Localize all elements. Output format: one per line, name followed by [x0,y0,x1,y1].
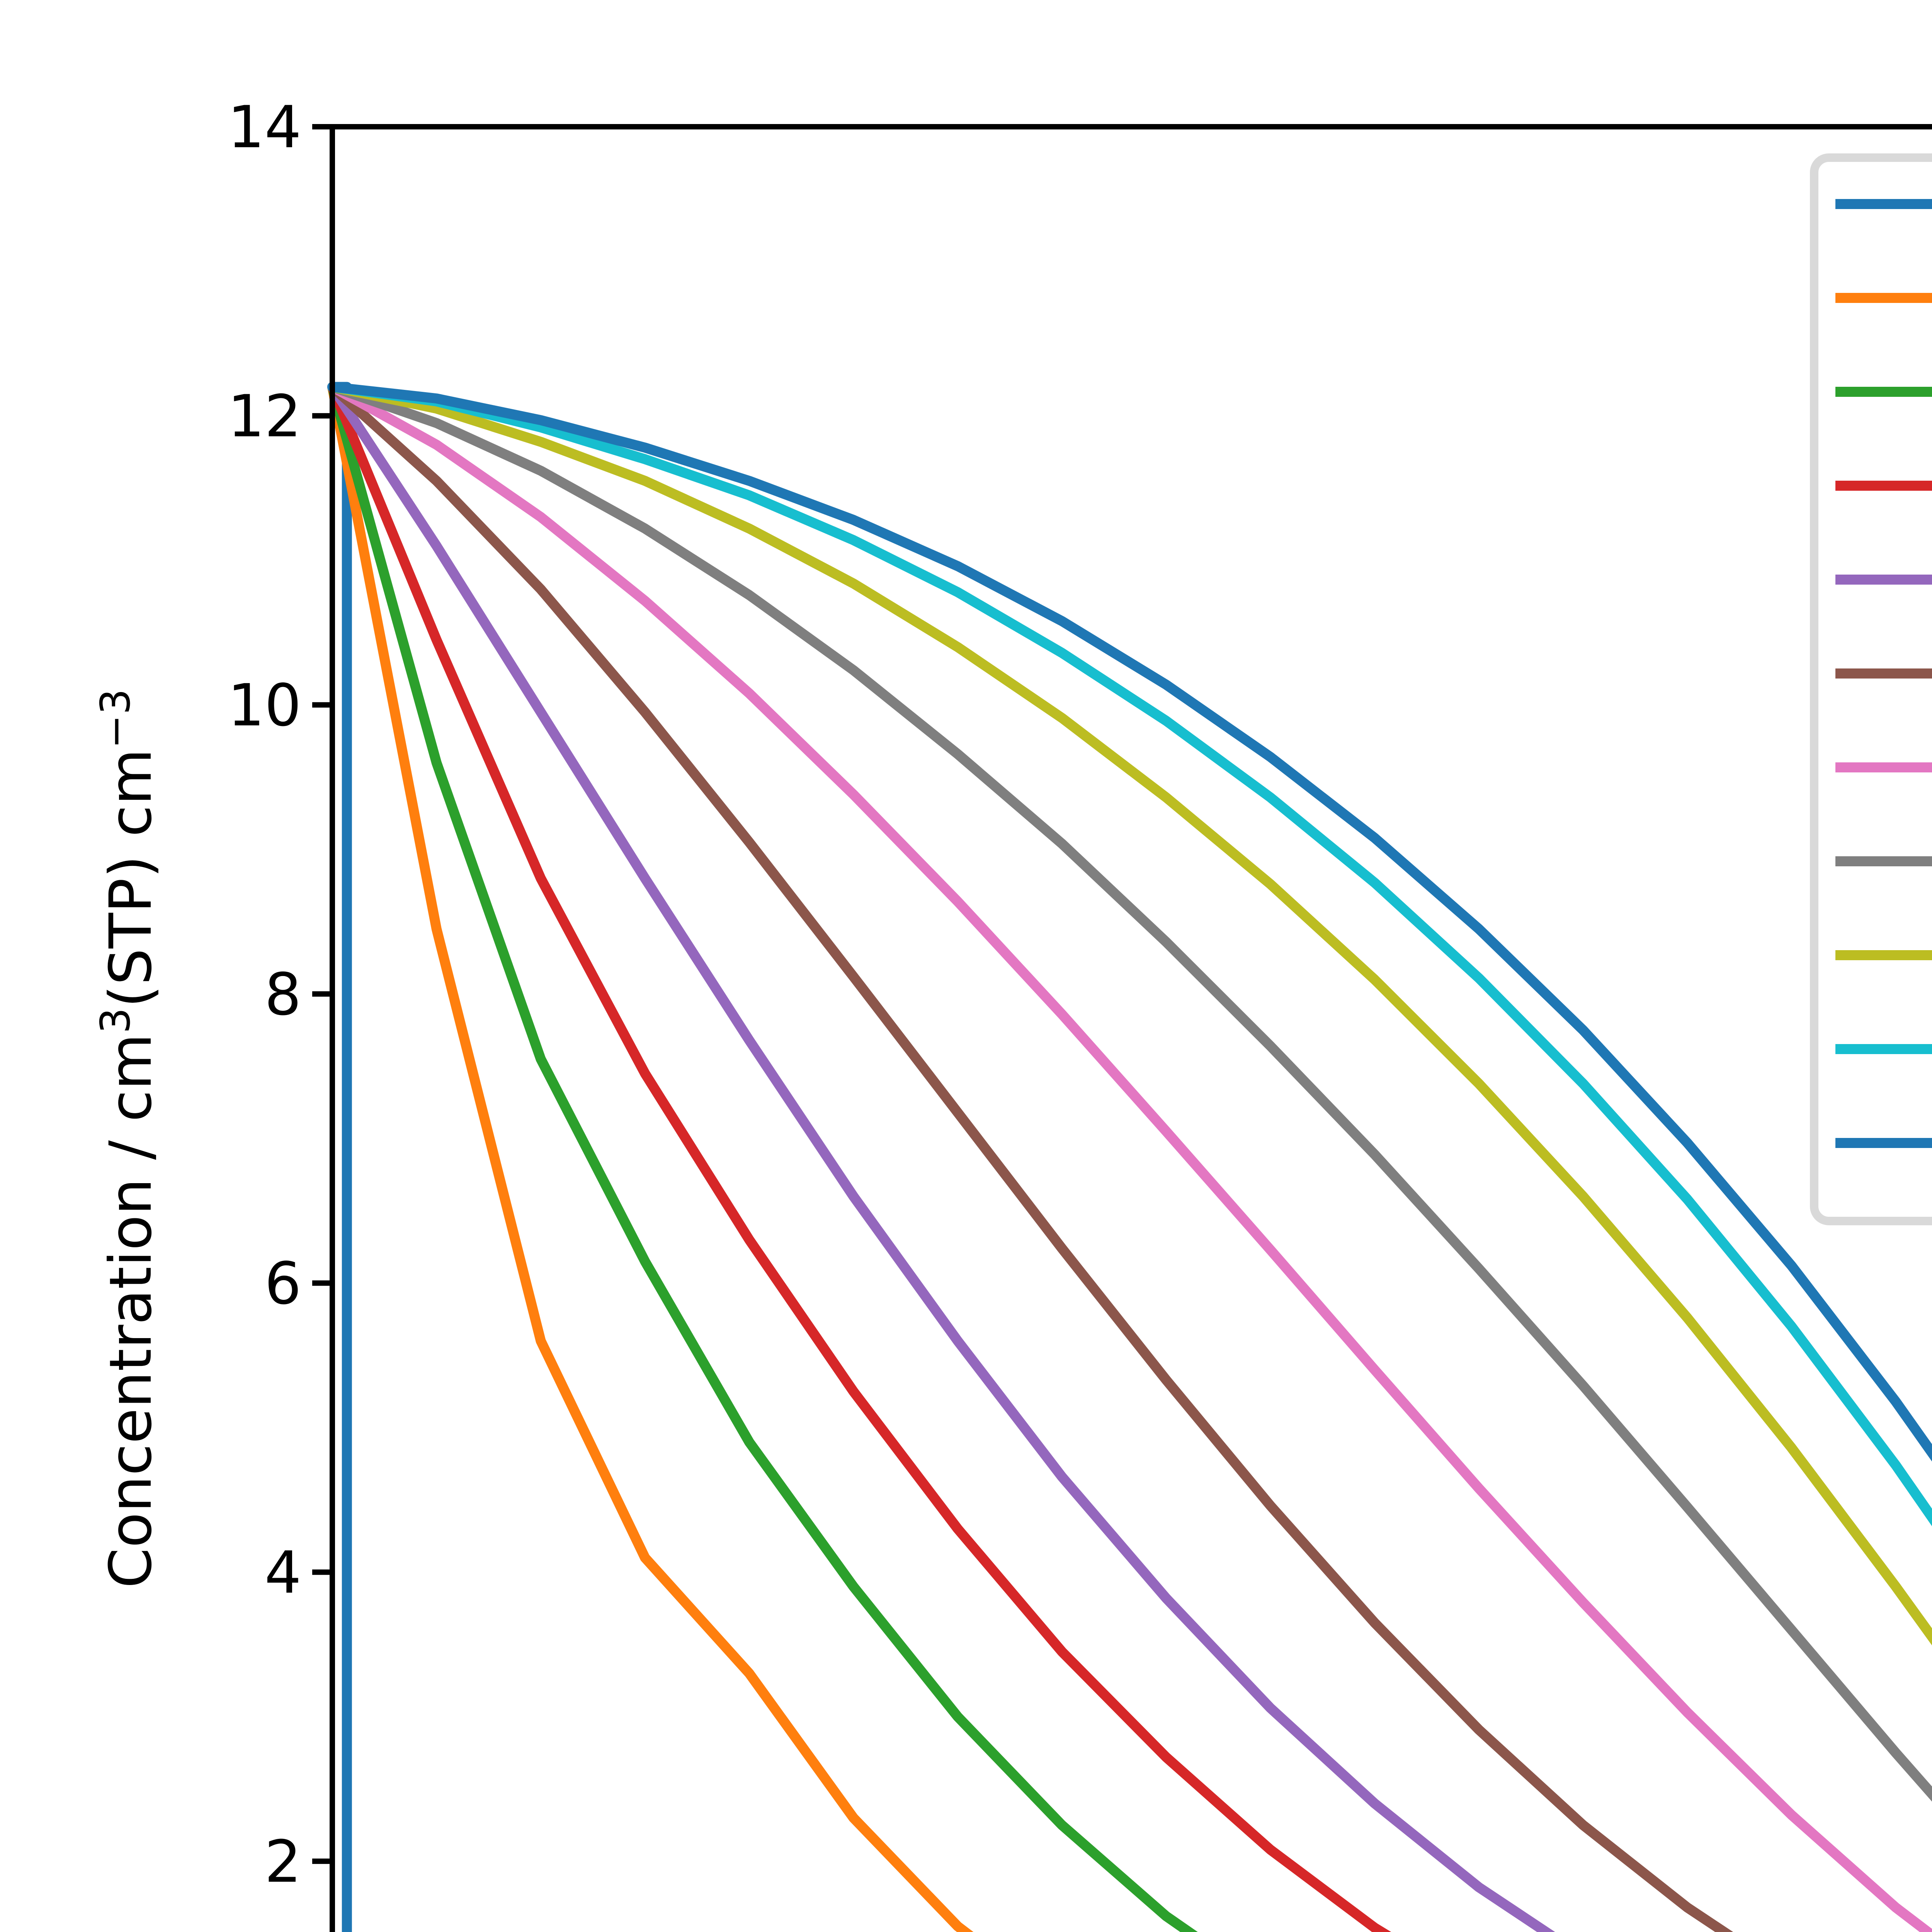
curve-4514s [327,382,1932,1526]
curve-75s [327,382,974,1932]
curve-126s [327,382,1198,1932]
y-tick-label: 8 [265,961,301,1028]
legend-box [1810,153,1932,1225]
curve-210s [327,382,1391,1932]
y-tick-label: 14 [228,94,301,161]
axis-labels-group: Position / cmConcentration / cm3(STP) cm… [92,689,165,1588]
curves-group [327,382,1932,1932]
y-tick-label: 12 [228,383,301,450]
y-axis-title: Concentration / cm3(STP) cm−3 [92,689,165,1588]
y-tick-label: 2 [265,1828,301,1896]
curve-2706s [327,382,1932,1646]
curve-350s [327,382,1555,1932]
ticks-group [312,124,332,1864]
curve-583s [327,382,1733,1932]
plot-frame [330,124,1932,1932]
tick-labels-group: 0.000.020.040.060.080.1002468101214 [228,94,301,1896]
curve-973s [327,382,1932,1932]
y-tick-label: 4 [265,1539,301,1607]
chart-legend[interactable]: t = 0 st = 75 st = 126 st = 210 st = 350… [1810,153,1932,1225]
curve-7530s [327,382,1932,1462]
y-tick-label: 6 [265,1250,301,1318]
y-tick-label: 10 [228,672,301,739]
axes-group [330,124,1932,1932]
curve-1622s [327,382,1932,1802]
